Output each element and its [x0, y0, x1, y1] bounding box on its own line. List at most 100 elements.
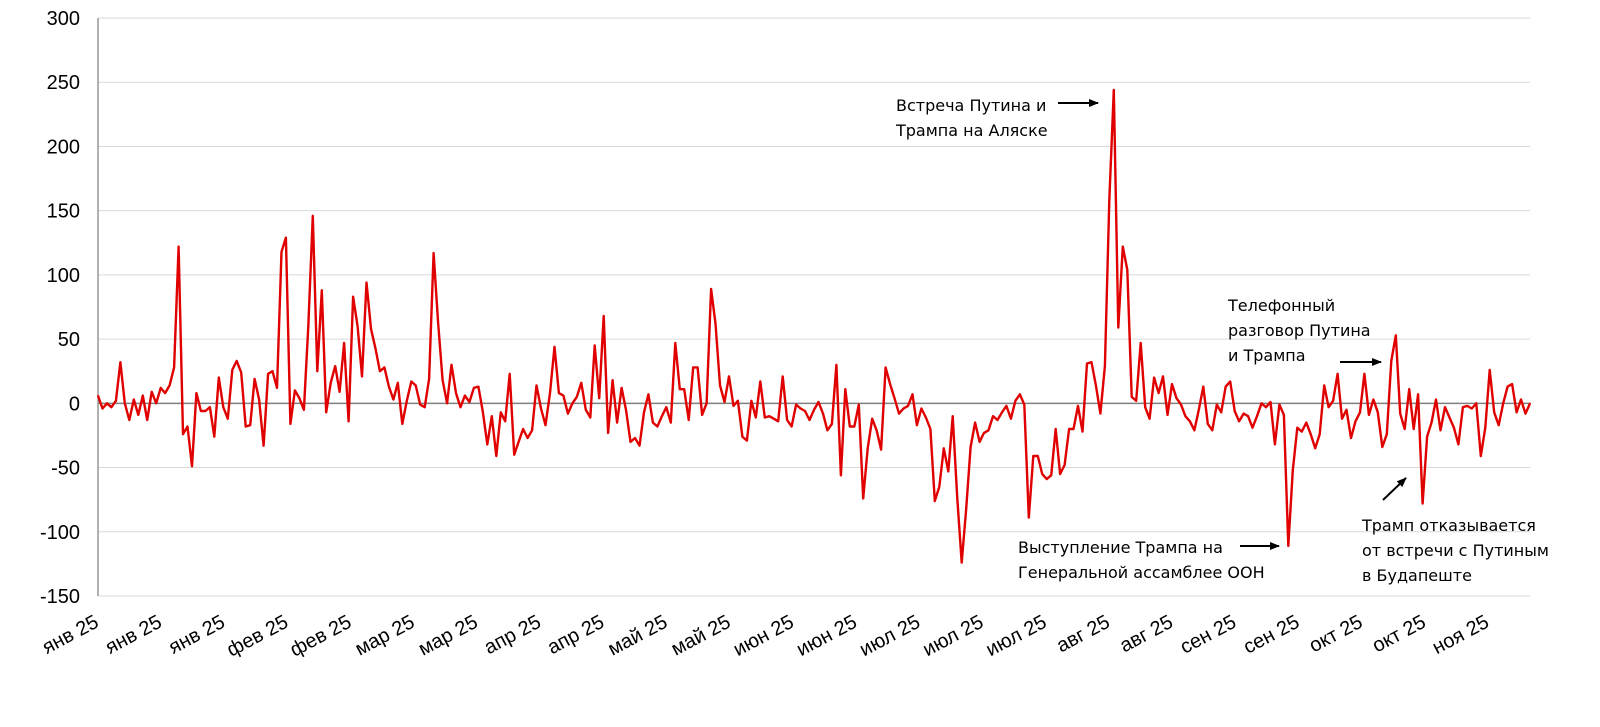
data-point — [625, 409, 627, 411]
data-point — [1511, 383, 1513, 385]
data-point — [441, 379, 444, 382]
data-point — [1019, 393, 1021, 396]
data-point — [696, 366, 699, 369]
data-point — [1037, 455, 1039, 457]
data-point — [1435, 398, 1437, 401]
data-point — [585, 409, 587, 411]
data-point — [1336, 373, 1339, 375]
data-point — [1314, 447, 1316, 450]
data-point — [1014, 400, 1017, 402]
data-point — [593, 344, 596, 347]
y-tick-label: 250 — [47, 72, 80, 94]
annotation-un-line: Выступление Трампа на — [1018, 538, 1223, 557]
data-point — [1341, 417, 1343, 420]
data-point — [1216, 403, 1218, 406]
data-point — [133, 398, 135, 401]
data-point — [1081, 430, 1084, 433]
data-point — [406, 400, 408, 402]
data-point — [1242, 412, 1245, 415]
data-point — [638, 444, 641, 447]
data-point — [831, 423, 833, 425]
data-point — [1045, 478, 1048, 480]
data-point — [567, 412, 569, 415]
data-point — [1448, 416, 1451, 419]
data-point — [253, 378, 256, 380]
data-point — [1059, 473, 1061, 475]
y-tick-label: -50 — [51, 458, 80, 480]
data-point — [1471, 407, 1473, 410]
data-point — [1086, 362, 1088, 365]
data-point — [428, 378, 430, 380]
data-point — [965, 509, 967, 511]
data-point — [598, 397, 600, 400]
data-point — [414, 384, 417, 387]
y-tick-label: 300 — [47, 8, 80, 30]
data-point — [1251, 426, 1254, 429]
data-point — [227, 417, 229, 420]
data-point — [1220, 411, 1222, 414]
data-point — [517, 441, 520, 443]
data-point — [1377, 411, 1379, 414]
data-point — [1484, 426, 1487, 429]
x-tick-label: окт 25 — [1369, 611, 1430, 657]
data-point — [540, 407, 542, 410]
data-point — [235, 360, 238, 362]
data-point — [146, 419, 148, 421]
data-point — [951, 415, 954, 418]
annotation-budapest-line: от встречи с Путиным — [1362, 541, 1549, 560]
data-point — [307, 325, 310, 328]
data-point — [728, 375, 730, 378]
data-point — [392, 398, 395, 401]
data-point — [1408, 388, 1410, 391]
data-point — [361, 375, 363, 378]
data-point — [258, 398, 260, 401]
data-point — [732, 405, 735, 407]
data-point — [446, 402, 448, 405]
data-point — [303, 409, 305, 411]
data-point — [580, 382, 583, 384]
data-point — [1005, 405, 1008, 407]
annotation-un-line: Генеральной ассамблее ООН — [1018, 563, 1265, 582]
data-point — [1126, 269, 1129, 271]
x-tick-label: мар 25 — [352, 611, 419, 660]
data-point — [325, 411, 328, 414]
data-point — [1157, 392, 1160, 394]
data-point — [526, 437, 529, 439]
annotation-budapest-line: Трамп отказывается — [1361, 516, 1536, 535]
data-point — [1139, 342, 1142, 344]
data-point — [634, 437, 636, 439]
data-point — [1233, 410, 1236, 412]
data-point — [1113, 89, 1115, 91]
data-point — [1041, 473, 1043, 475]
data-point — [844, 388, 847, 391]
data-point — [956, 496, 958, 498]
data-point — [656, 425, 659, 428]
data-point — [437, 321, 439, 324]
data-point — [750, 400, 753, 402]
data-point — [137, 414, 140, 416]
data-point — [1260, 402, 1263, 405]
data-point — [665, 406, 668, 409]
data-point — [978, 441, 981, 443]
x-tick-label: сен 25 — [1177, 611, 1240, 659]
data-point — [1292, 469, 1294, 471]
x-tick-label: янв 25 — [102, 611, 166, 659]
data-point — [652, 421, 654, 424]
data-point — [746, 439, 748, 442]
data-point — [1426, 435, 1428, 438]
data-point — [929, 428, 932, 430]
data-point — [365, 281, 368, 284]
data-point — [419, 403, 422, 406]
data-point — [772, 417, 775, 420]
data-point — [1211, 429, 1214, 432]
series-layer — [96, 88, 1532, 564]
data-point — [522, 428, 524, 430]
data-point — [1444, 406, 1446, 409]
data-point — [240, 371, 242, 374]
data-point — [549, 392, 551, 394]
data-point — [1130, 396, 1133, 398]
data-point — [938, 486, 941, 488]
data-point — [1278, 403, 1281, 406]
data-point — [884, 366, 887, 369]
